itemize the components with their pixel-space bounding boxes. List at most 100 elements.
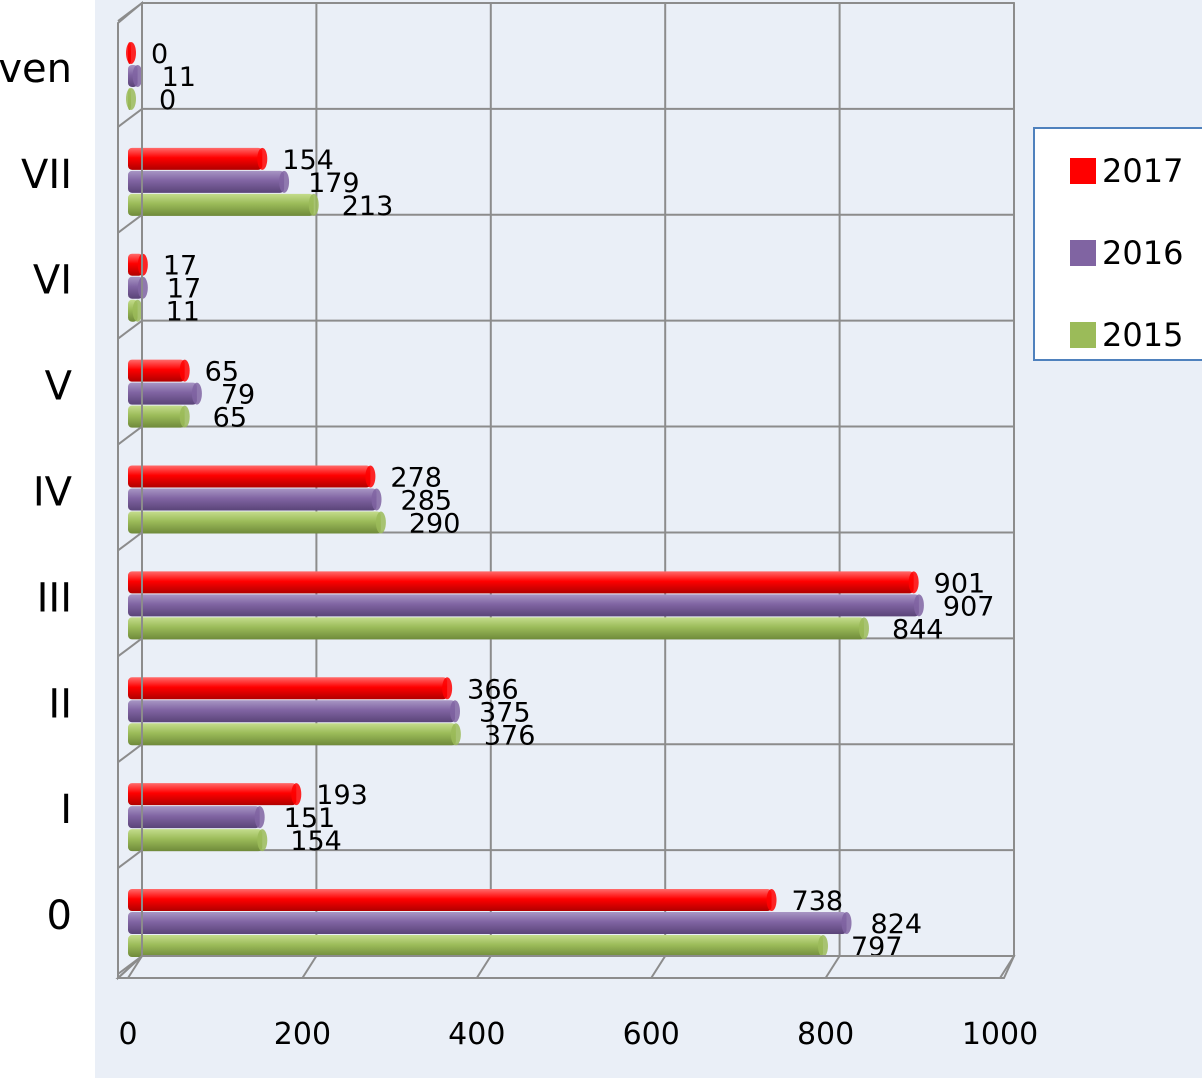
bar-end-cap xyxy=(132,299,143,322)
bar-end-cap xyxy=(450,700,460,723)
bar xyxy=(128,912,847,935)
y-axis-tick xyxy=(117,637,143,658)
bar xyxy=(128,783,297,806)
category-label: IV xyxy=(33,470,73,516)
bar xyxy=(128,700,455,723)
floor-gridline xyxy=(475,955,492,979)
legend-label: 2016 xyxy=(1102,234,1183,272)
floor-gridline xyxy=(127,955,143,979)
bar-end-cap xyxy=(908,571,919,594)
bar-end-cap xyxy=(279,170,290,193)
bar xyxy=(128,829,263,852)
data-labels: 7388247971931511543663753769019078442782… xyxy=(151,39,994,963)
bar xyxy=(128,617,864,640)
legend-swatch xyxy=(1070,158,1096,184)
data-label: 213 xyxy=(342,191,394,222)
bar-end-cap xyxy=(858,617,869,640)
data-label: 65 xyxy=(213,403,247,434)
bar-end-cap xyxy=(291,783,302,806)
bar-end-cap xyxy=(817,935,828,958)
legend-swatch xyxy=(1070,322,1096,348)
y-axis-tick xyxy=(117,425,143,446)
category-label: ven xyxy=(0,46,72,92)
bar-end-cap xyxy=(254,806,265,829)
category-label: I xyxy=(60,787,72,833)
bar xyxy=(128,511,381,534)
category-label: 0 xyxy=(47,893,72,939)
bar-end-cap xyxy=(841,912,852,935)
bar-end-cap xyxy=(365,465,376,488)
category-label: III xyxy=(37,575,72,621)
bar-end-cap xyxy=(375,511,386,534)
bar xyxy=(128,889,772,912)
bar xyxy=(128,147,263,170)
data-label: 738 xyxy=(792,886,844,917)
data-label: 154 xyxy=(282,145,334,176)
bar xyxy=(128,594,919,617)
data-label: 193 xyxy=(316,780,368,811)
x-tick-label: 600 xyxy=(623,1017,680,1052)
bar-end-cap xyxy=(126,87,136,110)
data-label: 17 xyxy=(163,251,197,282)
data-label: 797 xyxy=(851,932,903,963)
bar-end-cap xyxy=(257,147,268,170)
data-label: 11 xyxy=(162,62,196,93)
bar-end-cap xyxy=(913,594,924,617)
data-label: 65 xyxy=(205,357,239,388)
bar-end-cap xyxy=(442,677,453,700)
data-label: 278 xyxy=(390,463,442,494)
bar-end-cap xyxy=(179,359,190,382)
data-label: 285 xyxy=(401,486,453,517)
legend-box xyxy=(1033,127,1202,361)
x-tick-label: 0 xyxy=(118,1017,137,1052)
legend-label: 2015 xyxy=(1102,316,1183,354)
bar-end-cap xyxy=(766,889,777,912)
bar xyxy=(128,488,377,511)
floor-gridline xyxy=(650,955,667,979)
bar-end-cap xyxy=(257,829,268,852)
x-tick-label: 1000 xyxy=(962,1017,1038,1052)
bar xyxy=(128,935,823,958)
data-label: 79 xyxy=(221,380,255,411)
bar xyxy=(128,359,185,382)
x-tick-label: 400 xyxy=(448,1017,505,1052)
data-label: 907 xyxy=(943,591,995,622)
legend: 2017 2016 2015 xyxy=(1033,127,1202,361)
bar xyxy=(128,806,260,829)
category-label: II xyxy=(48,681,72,727)
data-label: 154 xyxy=(290,826,342,857)
bar-end-cap xyxy=(308,193,319,216)
bar-end-cap xyxy=(371,488,382,511)
data-label: 0 xyxy=(151,39,168,70)
bar-end-cap xyxy=(179,405,190,428)
bar xyxy=(128,571,914,594)
data-label: 179 xyxy=(308,168,360,199)
data-label: 0 xyxy=(159,85,176,116)
bar xyxy=(128,405,185,428)
bar-end-cap xyxy=(191,382,202,405)
legend-swatch xyxy=(1070,240,1096,266)
bar xyxy=(128,677,448,700)
bar xyxy=(128,723,456,746)
floor-gridline xyxy=(301,955,318,979)
data-label: 844 xyxy=(892,614,944,645)
data-label: 290 xyxy=(409,509,461,540)
bar xyxy=(128,382,197,405)
data-label: 17 xyxy=(167,274,201,305)
y-axis-tick xyxy=(117,108,143,128)
bar xyxy=(128,193,314,216)
data-label: 824 xyxy=(871,909,923,940)
data-label: 11 xyxy=(166,297,200,328)
bar-end-cap xyxy=(450,723,461,746)
category-label: VII xyxy=(21,152,72,198)
x-tick-label: 200 xyxy=(274,1017,331,1052)
data-label: 366 xyxy=(467,674,519,705)
legend-label: 2017 xyxy=(1102,152,1183,190)
data-label: 151 xyxy=(284,803,336,834)
data-label: 376 xyxy=(484,720,536,751)
x-tick-label: 800 xyxy=(797,1017,854,1052)
floor-gridline xyxy=(824,955,841,979)
bar-end-cap xyxy=(132,64,143,87)
